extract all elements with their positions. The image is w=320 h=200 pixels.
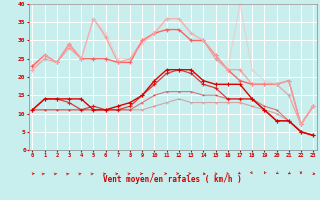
X-axis label: Vent moyen/en rafales ( km/h ): Vent moyen/en rafales ( km/h ) bbox=[103, 175, 242, 184]
Text: 0: 0 bbox=[23, 148, 26, 152]
